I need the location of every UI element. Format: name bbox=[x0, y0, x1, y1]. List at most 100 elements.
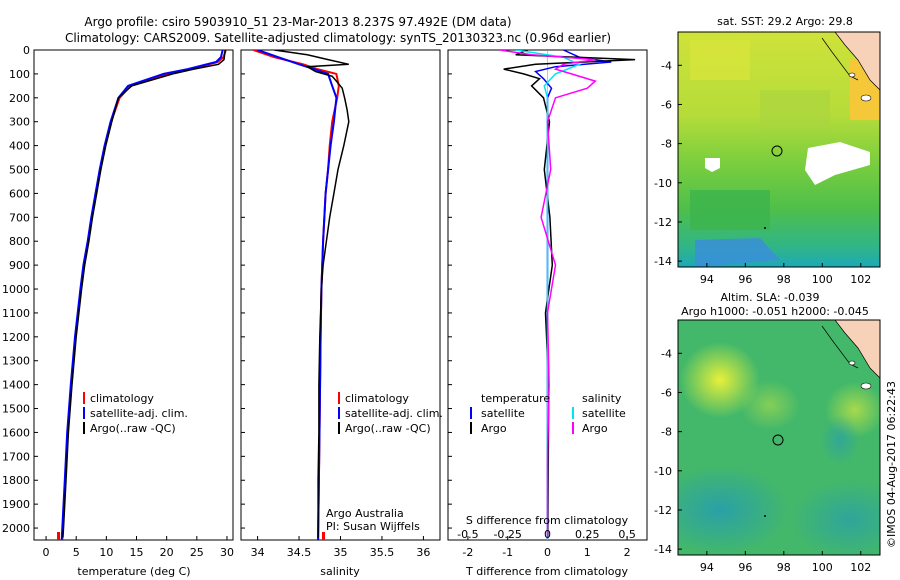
temperature-tick-label: 20 bbox=[160, 546, 174, 559]
map-x-tick-label: 94 bbox=[700, 561, 714, 574]
argo-position-marker bbox=[771, 145, 783, 157]
island bbox=[848, 360, 856, 366]
sst-missing-data bbox=[705, 158, 720, 172]
legend-label: satellite-adj. clim. bbox=[345, 407, 443, 420]
sst-map bbox=[678, 32, 880, 267]
coastline bbox=[821, 325, 859, 369]
map-y-tick-label: -14 bbox=[654, 255, 672, 268]
map-y-tick-label: -10 bbox=[654, 465, 672, 478]
salinity-tick-label: 36 bbox=[416, 546, 430, 559]
map-y-tick-label: -10 bbox=[654, 177, 672, 190]
depth-tick-label: 1500 bbox=[2, 403, 30, 416]
map-x-tick-label: 98 bbox=[777, 561, 791, 574]
temperature-x-axis: 0 5 10 15 20 25 30 bbox=[43, 536, 234, 559]
difference-tick-label: 1 bbox=[584, 546, 591, 559]
salinity-argo-line bbox=[274, 50, 350, 538]
map-y-tick-label: -8 bbox=[661, 138, 672, 151]
depth-tick-label: 1700 bbox=[2, 450, 30, 463]
map-y-tick-label: -4 bbox=[661, 59, 672, 72]
title-line1: Argo profile: csiro 5903910_51 23-Mar-20… bbox=[84, 15, 511, 29]
depth-tick-label: 1800 bbox=[2, 474, 30, 487]
legend-label: Argo bbox=[481, 422, 507, 435]
legend-header-temperature: temperature bbox=[481, 392, 550, 405]
temp-bottom-marker bbox=[57, 532, 60, 540]
legend-swatch-satellite bbox=[338, 407, 340, 419]
sst-patch bbox=[690, 190, 770, 230]
legend-label: satellite bbox=[481, 407, 525, 420]
difference-tick-label: 2 bbox=[624, 546, 631, 559]
legend-swatch-satellite bbox=[83, 407, 85, 419]
salinity-climatology-line bbox=[253, 50, 340, 540]
depth-tick-label: 200 bbox=[9, 92, 30, 105]
map-y-tick-label: -6 bbox=[661, 98, 672, 111]
sla-map-frame bbox=[677, 319, 881, 556]
sst-patch bbox=[760, 90, 830, 130]
map-x-tick-label: 96 bbox=[738, 273, 752, 286]
island bbox=[848, 72, 856, 78]
temperature-argo-line bbox=[62, 50, 226, 538]
depth-tick-label: 900 bbox=[9, 259, 30, 272]
salinity-panel bbox=[240, 49, 441, 541]
map-y-tick-label: -12 bbox=[654, 504, 672, 517]
sla-map-subtitle: Argo h1000: -0.051 h2000: -0.045 bbox=[681, 305, 869, 318]
s-diff-tick-label: 0.25 bbox=[575, 528, 600, 541]
depth-tick-label: 300 bbox=[9, 116, 30, 129]
legend-label: climatology bbox=[90, 392, 154, 405]
legend-label: Argo(..raw -QC) bbox=[90, 422, 176, 435]
sst-map-frame bbox=[677, 31, 881, 268]
credit-line1: Argo Australia bbox=[326, 507, 404, 520]
salinity-legend: climatology satellite-adj. clim. Argo(..… bbox=[338, 392, 443, 435]
coastline bbox=[821, 37, 859, 81]
depth-tick-label: 1000 bbox=[2, 283, 30, 296]
land-sumatra bbox=[834, 32, 880, 91]
sst-missing-data bbox=[805, 142, 870, 185]
map-x-tick-label: 98 bbox=[777, 273, 791, 286]
s-diff-tick-label: -0.5 bbox=[457, 528, 478, 541]
map-y-tick-label: -4 bbox=[661, 347, 672, 360]
map-x-tick-label: 96 bbox=[738, 561, 752, 574]
title-line2: Climatology: CARS2009. Satellite-adjuste… bbox=[65, 31, 611, 45]
sst-patch bbox=[690, 40, 750, 80]
island bbox=[764, 227, 766, 229]
salinity-tick-label: 34.5 bbox=[287, 546, 312, 559]
land-sumatra bbox=[834, 320, 880, 379]
depth-tick-label: 400 bbox=[9, 140, 30, 153]
depth-tick-label: 500 bbox=[9, 164, 30, 177]
sla-low bbox=[790, 480, 880, 555]
legend-header-salinity: salinity bbox=[582, 392, 622, 405]
depth-tick-label: 1900 bbox=[2, 498, 30, 511]
difference-tick-label: 0 bbox=[544, 546, 551, 559]
salinity-xlabel: salinity bbox=[320, 565, 360, 578]
sst-map-title: sat. SST: 29.2 Argo: 29.8 bbox=[717, 15, 853, 28]
sla-high bbox=[680, 342, 760, 418]
legend-label: satellite bbox=[582, 407, 626, 420]
map-x-tick-label: 100 bbox=[812, 561, 833, 574]
island bbox=[860, 382, 872, 390]
island bbox=[764, 515, 766, 517]
temperature-panel bbox=[33, 49, 234, 541]
legend-swatch-t-argo bbox=[470, 422, 472, 434]
salinity-satellite-line bbox=[257, 50, 338, 540]
sla-map-title: Altim. SLA: -0.039 bbox=[720, 291, 819, 304]
depth-tick-label: 700 bbox=[9, 211, 30, 224]
temperature-tick-label: 30 bbox=[220, 546, 234, 559]
diff-temp-argo-line bbox=[503, 50, 636, 538]
salinity-x-axis: 34 34.5 35 35.5 36 bbox=[251, 536, 430, 559]
salinity-tick-label: 34 bbox=[251, 546, 265, 559]
depth-tick-label: 0 bbox=[23, 44, 30, 57]
difference-tick-label: -2 bbox=[462, 546, 473, 559]
difference-xlabel: T difference from climatology bbox=[465, 565, 628, 578]
s-diff-ticks: -0.5 -0.25 0 0.25 0.5 bbox=[457, 528, 636, 541]
sla-high bbox=[740, 380, 800, 430]
map-y-tick-label: -12 bbox=[654, 216, 672, 229]
map-x-tick-label: 100 bbox=[812, 273, 833, 286]
sal-bottom-marker bbox=[322, 532, 325, 540]
legend-label: climatology bbox=[345, 392, 409, 405]
sst-map-ticks: 94 96 98 100 102 -4 -6 -8 -10 -12 -14 bbox=[654, 59, 871, 286]
depth-axis: 0 100 200 300 400 500 600 700 800 900 1000 1100 1200… bbox=[2, 44, 452, 535]
argo-position-marker bbox=[772, 434, 784, 446]
difference-tick-label: -1 bbox=[502, 546, 513, 559]
map-x-tick-label: 102 bbox=[850, 273, 871, 286]
depth-tick-label: 100 bbox=[9, 68, 30, 81]
salinity-tick-label: 35 bbox=[334, 546, 348, 559]
